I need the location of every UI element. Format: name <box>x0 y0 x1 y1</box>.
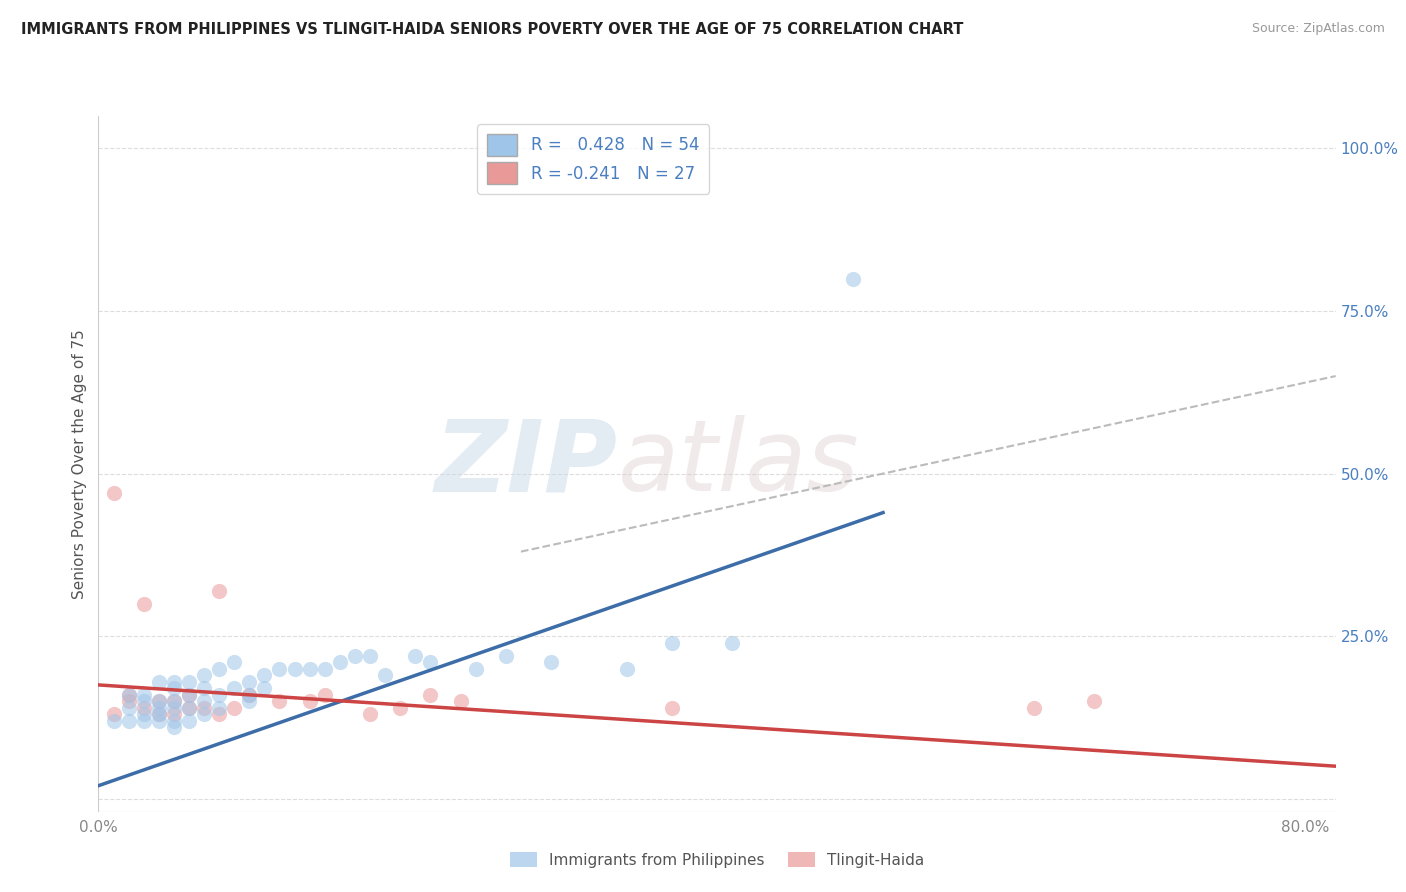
Point <box>389 700 412 714</box>
Point <box>163 681 186 695</box>
Point <box>419 688 441 702</box>
Point <box>177 700 200 714</box>
Y-axis label: Seniors Poverty Over the Age of 75: Seniors Poverty Over the Age of 75 <box>72 329 87 599</box>
Point <box>269 662 291 676</box>
Point <box>208 662 231 676</box>
Point <box>721 635 744 649</box>
Point <box>298 694 321 708</box>
Point <box>103 486 125 500</box>
Point <box>193 694 215 708</box>
Point <box>359 648 381 663</box>
Point <box>253 681 276 695</box>
Point <box>193 681 215 695</box>
Point <box>314 662 336 676</box>
Point <box>661 635 683 649</box>
Point <box>238 688 260 702</box>
Point <box>117 714 139 728</box>
Point <box>224 700 246 714</box>
Point <box>238 694 260 708</box>
Point <box>103 714 125 728</box>
Point <box>148 694 170 708</box>
Point <box>132 700 155 714</box>
Point <box>177 700 200 714</box>
Point <box>117 694 139 708</box>
Point <box>1022 700 1045 714</box>
Point <box>132 688 155 702</box>
Point <box>253 668 276 682</box>
Point <box>464 662 486 676</box>
Point <box>117 688 139 702</box>
Point <box>208 688 231 702</box>
Point <box>224 655 246 669</box>
Point <box>343 648 366 663</box>
Point <box>132 714 155 728</box>
Point <box>148 700 170 714</box>
Point <box>661 700 683 714</box>
Point <box>163 720 186 734</box>
Point <box>224 681 246 695</box>
Point <box>132 694 155 708</box>
Point <box>269 694 291 708</box>
Point <box>495 648 517 663</box>
Point <box>616 662 638 676</box>
Point <box>284 662 307 676</box>
Text: IMMIGRANTS FROM PHILIPPINES VS TLINGIT-HAIDA SENIORS POVERTY OVER THE AGE OF 75 : IMMIGRANTS FROM PHILIPPINES VS TLINGIT-H… <box>21 22 963 37</box>
Point <box>132 597 155 611</box>
Point <box>163 707 186 722</box>
Point <box>148 707 170 722</box>
Point <box>314 688 336 702</box>
Point <box>193 668 215 682</box>
Point <box>208 583 231 598</box>
Text: atlas: atlas <box>619 416 859 512</box>
Point <box>842 271 865 285</box>
Point <box>540 655 562 669</box>
Point <box>404 648 426 663</box>
Point <box>177 688 200 702</box>
Point <box>193 700 215 714</box>
Point <box>132 707 155 722</box>
Text: ZIP: ZIP <box>434 416 619 512</box>
Point <box>148 714 170 728</box>
Point <box>117 688 139 702</box>
Legend: Immigrants from Philippines, Tlingit-Haida: Immigrants from Philippines, Tlingit-Hai… <box>503 846 931 873</box>
Point <box>177 714 200 728</box>
Point <box>208 700 231 714</box>
Text: Source: ZipAtlas.com: Source: ZipAtlas.com <box>1251 22 1385 36</box>
Point <box>163 674 186 689</box>
Point <box>177 674 200 689</box>
Point <box>148 707 170 722</box>
Point <box>193 707 215 722</box>
Point <box>419 655 441 669</box>
Point <box>359 707 381 722</box>
Point <box>177 688 200 702</box>
Point <box>329 655 352 669</box>
Point <box>163 694 186 708</box>
Point <box>238 688 260 702</box>
Point <box>450 694 472 708</box>
Point <box>163 700 186 714</box>
Point <box>298 662 321 676</box>
Point <box>148 674 170 689</box>
Point <box>117 700 139 714</box>
Point <box>103 707 125 722</box>
Point <box>374 668 396 682</box>
Point <box>238 674 260 689</box>
Point <box>163 714 186 728</box>
Point <box>208 707 231 722</box>
Point <box>1083 694 1105 708</box>
Point <box>148 694 170 708</box>
Point <box>163 694 186 708</box>
